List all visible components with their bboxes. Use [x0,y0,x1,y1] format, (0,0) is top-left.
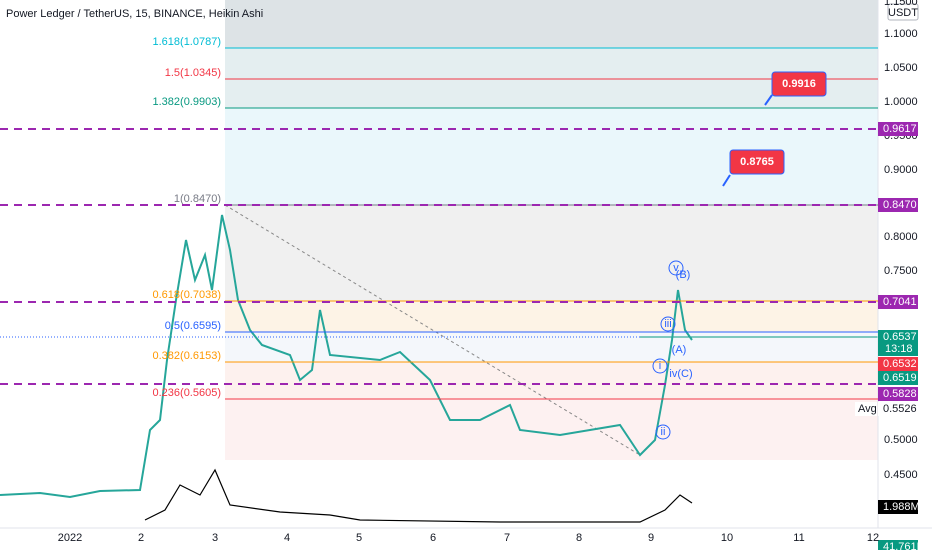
price-axis-label: 0.9000 [884,164,918,176]
wave-label: iii [664,318,671,330]
price-axis-label: 0.5000 [884,434,918,446]
fib-label: 1.5(1.0345) [165,67,221,79]
price-tag [878,295,918,309]
price-tag [878,540,918,550]
price-tag [878,371,918,385]
price-tag-label: 0.6532 [883,358,917,370]
fib-label: 0.382(0.6153) [153,350,222,362]
price-tag-label: 0.5828 [883,388,917,400]
price-tag-label: 0.9617 [883,123,917,135]
price-axis-label: 0.4500 [884,469,918,481]
wave-circle [655,424,671,440]
zone-top [225,0,878,48]
price-path [0,214,693,499]
time-axis-label: 4 [284,532,290,544]
callout [771,71,827,97]
time-axis-label: 5 [356,532,362,544]
fib-label: 1(0.8470) [174,193,221,205]
fib-label: 0.618(0.7038) [153,289,222,301]
callout [729,149,785,175]
zone-pink [225,399,878,460]
price-tag [878,357,918,371]
time-axis-label: 11 [793,532,804,544]
fib-label: 1.382(0.9903) [153,96,222,108]
price-tag-label: 0.7041 [883,296,917,308]
zone-peach [225,362,878,399]
price-axis-label: 1.1500 [884,0,918,8]
price-tag-label: 0.5526 [883,403,917,415]
price-tag [878,198,918,212]
currency-box [887,3,919,21]
time-axis-label: 10 [721,532,733,544]
time-axis-label: 2 [138,532,144,544]
wave-circle [652,358,668,374]
price-axis-label: 1.1000 [884,28,918,40]
time-axis-label: 9 [648,532,654,544]
time-axis-label: 12 [867,532,879,544]
time-axis-label: 2022 [58,532,82,544]
price-axis-label: 1.0500 [884,62,918,74]
trend-line [224,204,641,456]
price-tag [878,387,918,401]
price-axis-label: 1.0000 [884,96,918,108]
price-tag [878,500,918,514]
countdown: 13:18 [885,343,913,355]
fib-label: 0.5(0.6595) [165,320,221,332]
volume-avg [144,468,693,523]
wave-label: ii [661,426,666,438]
time-axis-label: 7 [504,532,510,544]
fib-label: 0.236(0.5605) [153,387,222,399]
time-axis-label: 3 [212,532,218,544]
price-axis-label: 0.8000 [884,231,918,243]
avg-box [855,402,877,416]
price-tag-label: 1.988M [883,501,920,513]
avg-label: Avg [858,403,877,415]
price-tag-label: 0.6537 [883,331,917,343]
price-tag-label: 0.8470 [883,199,917,211]
price-tag [878,330,918,356]
price-axis-label: 0.7500 [884,265,918,277]
time-axis-label: 8 [576,532,582,544]
wave-label: i [659,360,661,372]
zone-orange [225,301,878,332]
price-tag-label: 41.761K [883,541,925,550]
wave-circle [668,260,684,276]
wave-label: (B) [676,269,691,281]
price-tag [878,402,918,416]
wave-label: iv(C) [669,368,692,380]
chart-title: Power Ledger / TetherUS, 15, BINANCE, He… [6,8,263,20]
zone-gray [225,205,878,301]
price-tag-label: 0.6519 [883,372,917,384]
time-axis-label: 6 [430,532,436,544]
callout-pointers [722,94,773,187]
price-tag [878,122,918,136]
wave-circle [660,316,676,332]
wave-label: (A) [672,344,687,356]
callout-label: 0.8765 [740,156,774,168]
fib-label: 1.618(1.0787) [153,36,222,48]
callout-label: 0.9916 [782,78,816,90]
currency: USDT [888,7,918,19]
wave-label: v [673,262,679,274]
